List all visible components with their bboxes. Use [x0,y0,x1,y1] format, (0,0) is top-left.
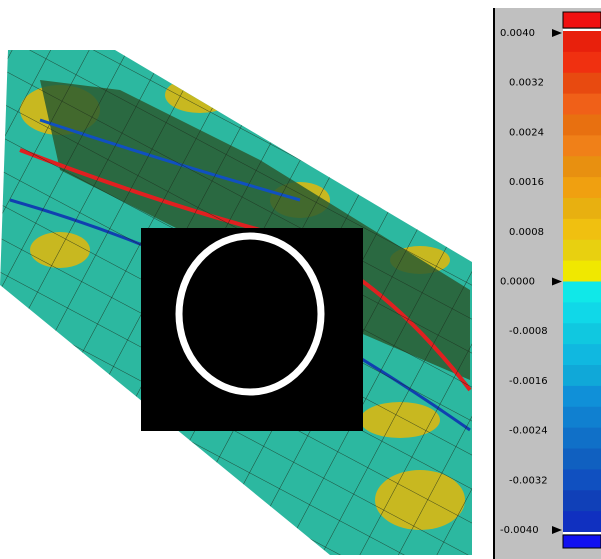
color-step [563,135,601,156]
color-step [563,323,601,344]
colorbar-label: -0.0024 [509,426,548,437]
color-step [563,365,601,386]
color-step [563,73,601,94]
color-step [563,449,601,470]
colorbar-label: -0.0032 [509,475,548,486]
colorbar: 0.0040 0.0032 0.0024 0.0016 0.0008 0.0000 -0.0… [493,8,601,559]
overlay-box [141,228,363,431]
color-step [563,407,601,428]
color-step [563,302,601,323]
color-step [563,386,601,407]
colorbar-label: 0.0032 [509,78,544,89]
color-step [563,31,601,52]
color-step [563,511,601,532]
color-step [563,261,601,282]
color-step [563,52,601,73]
color-step [563,344,601,365]
colorbar-label: -0.0040 [500,525,539,536]
colorbar-label: 0.0024 [509,127,544,138]
color-step [563,240,601,261]
color-step [563,156,601,177]
colorbar-label: -0.0016 [509,376,548,387]
colorbar-label: 0.0016 [509,177,544,188]
color-step [563,177,601,198]
color-step [563,219,601,240]
color-step [563,490,601,511]
color-step [563,115,601,136]
color-step [563,94,601,115]
screen: 0.0040 0.0032 0.0024 0.0016 0.0008 0.0000 -0.0… [0,0,601,559]
colorbar-label: -0.0008 [509,326,548,337]
color-step [563,282,601,303]
colorbar-label: 0.0008 [509,227,544,238]
colorbar-label: 0.0000 [500,277,535,288]
color-step [563,198,601,219]
color-step [563,469,601,490]
color-step [563,428,601,449]
colorbar-label: 0.0040 [500,28,535,39]
